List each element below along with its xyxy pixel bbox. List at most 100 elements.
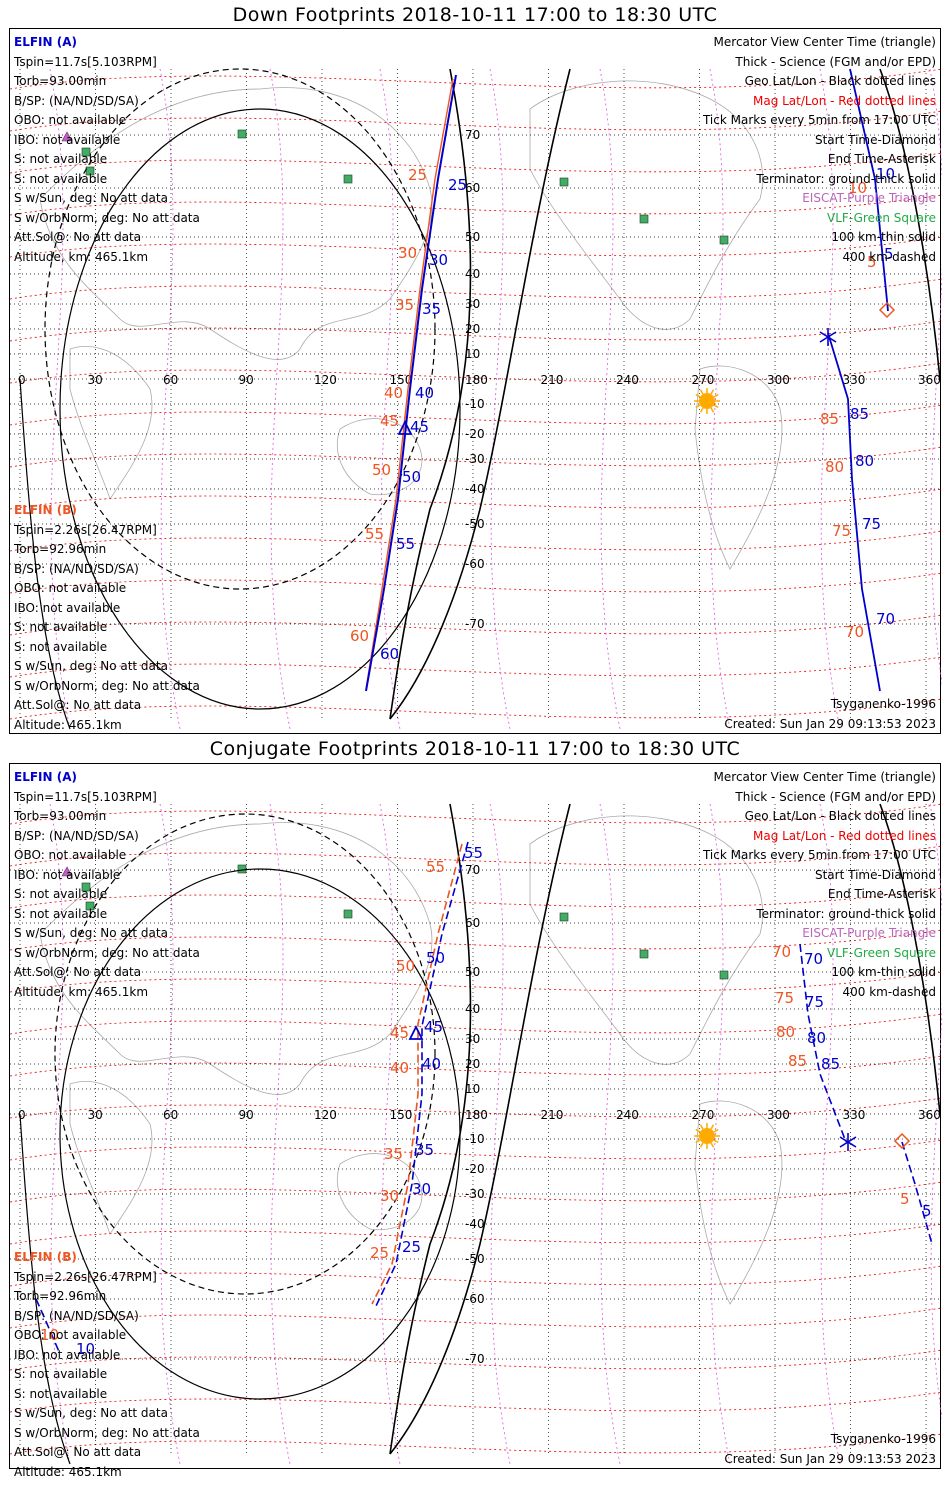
mag-lon-line [379,68,401,730]
lat-tick-label: 10 [465,347,480,361]
elfin-a-east-track [827,332,881,692]
elfin-b-tick-label: 40 [390,1059,409,1077]
elfin-a-line: B/SP: (NA/ND/SD/SA) [14,93,139,108]
mag-lat-line [10,1349,942,1371]
eiscat-station-triangle [61,131,73,142]
vlf-station-square [719,970,729,980]
east-tick-label: 5 [884,245,894,263]
land-outline [69,346,153,500]
elfin-a-line: S: not available [14,171,108,186]
footprint-400km-ellipse [54,813,436,1295]
elfin-a-tick-label: 85 [821,1055,840,1073]
lon-tick-label: 0 [18,1108,26,1122]
mag-lon-line [489,68,511,730]
elfin-b-tick-label: 30 [380,1187,399,1205]
elfin-a-tick-label: 40 [415,384,434,402]
start-time-diamond [893,1132,911,1150]
elfin-a-tick-label: 10 [76,1340,95,1358]
mag-lon-line [709,68,731,730]
elfin-b-tick-label: 5 [900,1190,910,1208]
elfin-a-line: Tspin=11.7s[5.103RPM] [14,789,157,804]
elfin-b-line: OBO: not available [14,1328,127,1342]
elfin-a-line: OBO: not available [14,848,127,862]
vlf-station-square [639,214,649,224]
elfin-b-line: Torb=92.96min [14,542,107,556]
east-tick-label: 10 [876,165,895,183]
lat-tick-label: -70 [465,617,485,631]
land-outline [336,1153,423,1231]
legend-line: Tick Marks every 5min from 17:00 UTC [702,848,936,862]
elfin-a-tick-label: 5 [922,1202,932,1220]
lat-tick-label: 40 [465,1002,480,1016]
mag-lat-line [10,1097,942,1119]
elfin-b-tick-label: 85 [820,410,839,428]
terminator-line [19,1113,71,1465]
legend-line: VLF-Green Square [827,945,936,960]
lon-tick-label: 330 [843,373,866,387]
elfin-b-tick-label: 55 [426,858,445,876]
elfin-a-tick-label: 60 [380,645,399,663]
elfin-a-tick-label: 80 [807,1029,826,1047]
east-tick-label: 5 [867,253,877,271]
elfin-a-header: ELFIN (A) [14,35,77,49]
lon-tick-label: 270 [692,373,715,387]
map-panel-conjugate[interactable]: 0 30 60 90 120 150 180 210 240 270 300 330 360 70 60 50… [9,763,942,1479]
elfin-b-line: S w/Sun, deg: No att data [14,659,168,673]
lat-tick-label: -10 [465,397,485,411]
elfin-a-tick-label: 35 [422,300,441,318]
lat-tick-label: -40 [465,1217,485,1231]
mag-lon-line [379,803,401,1465]
elfin-b-line: IBO: not available [14,600,121,615]
vlf-station-square [343,174,353,184]
lon-tick-label: 330 [843,1108,866,1122]
mag-lat-line [10,1433,942,1455]
lon-tick-label: 120 [314,1108,337,1122]
mag-lon-line [489,803,511,1465]
mag-lat-line [10,1391,942,1413]
mag-lat-line [10,194,942,216]
lat-tick-label: -20 [465,1162,485,1176]
end-time-asterisk [819,328,837,346]
mag-lon-line [269,68,291,730]
elfin-b-line: Altitude: 465.1km [14,717,122,732]
elfin-b-line: S: not available [14,620,108,634]
lon-tick-label: 210 [541,1108,564,1122]
vlf-station-square [237,129,247,139]
elfin-a-line: OBO: not available [14,113,127,127]
elfin-a-line: Altitude, km: 465.1km [14,984,149,999]
elfin-b-tick-label: 30 [398,244,417,262]
elfin-a-tick-label: 55 [396,535,415,553]
legend-line: 100 km-thin solid [831,230,936,244]
elfin-a-line: Altitude, km: 465.1km [14,249,149,264]
legend-line: Terminator: ground-thick solid [756,906,936,921]
panel-title-conjugate: Conjugate Footprints 2018-10-11 17:00 to… [209,738,741,760]
elfin-b-header: ELFIN (B) [14,1250,77,1264]
mag-lat-line [10,530,942,552]
lon-tick-label: 360 [918,1108,941,1122]
map-panel-down[interactable]: 0 30 60 90 120 150 180 210 240 270 300 330 360 70 60 50… [9,28,942,735]
mag-lat-line [10,236,942,258]
elfin-b-line: Torb=92.96min [14,1289,107,1303]
elfin-b-line: OBO: not available [14,581,127,595]
vlf-station-square [343,909,353,919]
lon-tick-label: 30 [88,1108,103,1122]
elfin-b-tick-label: 75 [832,522,851,540]
elfin-b-tick-label: 50 [372,461,391,479]
elfin-b-line: Att.Sol@: No att data [14,1445,142,1459]
elfin-b-header: ELFIN (B) [14,503,77,517]
lat-tick-label: -40 [465,482,485,496]
east-tick-label: 10 [848,179,867,197]
mag-lat-line [10,1139,942,1161]
elfin-b-info-block: ELFIN (B) Tspin=2.26s[26.47RPM] Torb=92.… [14,501,200,735]
legend-line: Tick Marks every 5min from 17:00 UTC [702,113,936,127]
elfin-b-tick-label: 85 [788,1052,807,1070]
lat-tick-label: 40 [465,267,480,281]
lon-tick-label: 360 [918,373,941,387]
panel-title-down: Down Footprints 2018-10-11 17:00 to 18:3… [232,4,718,26]
land-outline [694,365,783,570]
created-label: Created: Sun Jan 29 09:13:53 2023 [724,1452,936,1466]
mag-lat-line [10,320,942,342]
elfin-a-line: S w/Sun, deg: No att data [14,926,168,940]
lat-tick-label: 30 [465,297,480,311]
eiscat-station-triangle [61,866,73,877]
